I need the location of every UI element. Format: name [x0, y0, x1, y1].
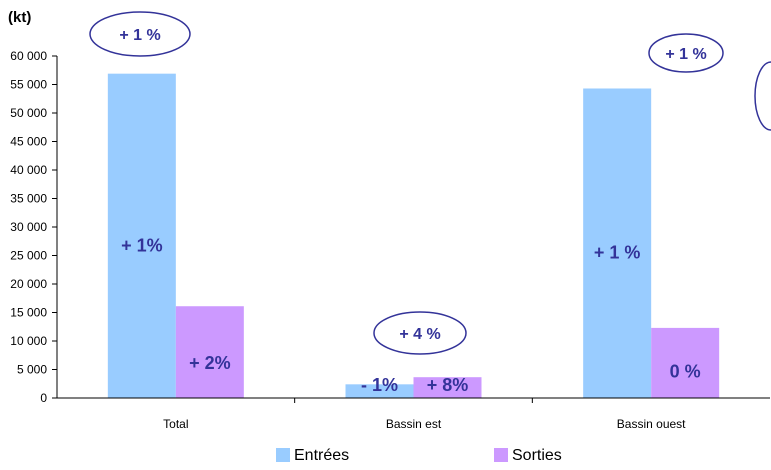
legend: Entrées Sorties: [276, 447, 562, 464]
x-tick-label: Bassin est: [386, 417, 442, 431]
unit-label: (kt): [8, 9, 31, 26]
y-tick-label: 45 000: [10, 135, 47, 149]
legend-swatch-sorties: [494, 448, 508, 462]
y-tick-label: 20 000: [10, 277, 47, 291]
y-tick-label: 30 000: [10, 220, 47, 234]
y-tick-label: 55 000: [10, 78, 47, 92]
y-tick-label: 50 000: [10, 106, 47, 120]
bar-sorties: [175, 306, 244, 398]
annotation-ellipse: [89, 11, 191, 57]
bar-change-label: + 1%: [121, 236, 163, 256]
bar-entrees: [583, 88, 652, 399]
y-tick-label: 40 000: [10, 163, 47, 177]
bar-change-label: + 8%: [427, 375, 469, 395]
annotation-text: + 1 %: [119, 27, 160, 44]
legend-label: Entrées: [294, 447, 349, 464]
y-tick-label: 15 000: [10, 306, 47, 320]
annotation-text: + 1 %: [665, 46, 706, 63]
x-tick-label: Total: [163, 417, 188, 431]
annotation-ellipse: [648, 33, 724, 73]
annotation-ellipse-partial: [754, 61, 771, 131]
x-axis: Total Bassin est Bassin ouest: [57, 397, 770, 431]
bar-sorties: [413, 377, 482, 398]
legend-label: Sorties: [512, 447, 562, 464]
y-tick-label: 60 000: [10, 49, 47, 63]
y-tick-label: 5 000: [17, 363, 47, 377]
bar-change-label: + 1 %: [594, 243, 641, 263]
bar-sorties: [651, 327, 720, 398]
bar-change-label: - 1%: [361, 375, 398, 395]
y-tick-label: 0: [40, 391, 47, 405]
x-tick-label: Bassin ouest: [617, 417, 686, 431]
bar-change-label: + 2%: [189, 353, 231, 373]
bar-entrees: [345, 384, 414, 398]
annotation-text: + 4 %: [399, 326, 440, 343]
bar-labels: + 1% - 1% + 1 % + 2% + 8% 0 %: [121, 236, 701, 395]
annotations: + 1 % + 4 % + 1 %: [89, 11, 724, 355]
y-tick-label: 10 000: [10, 334, 47, 348]
y-tick-label: 35 000: [10, 192, 47, 206]
bar-change-label: 0 %: [670, 361, 701, 381]
y-axis: 0 5 000 10 000 15 000 20 000 25 000 30 000 35 0…: [10, 49, 58, 405]
bar-entrees: [107, 73, 176, 399]
bars: [107, 73, 720, 399]
legend-swatch-entrees: [276, 448, 290, 462]
y-tick-label: 25 000: [10, 249, 47, 263]
annotation-ellipse: [373, 311, 467, 355]
